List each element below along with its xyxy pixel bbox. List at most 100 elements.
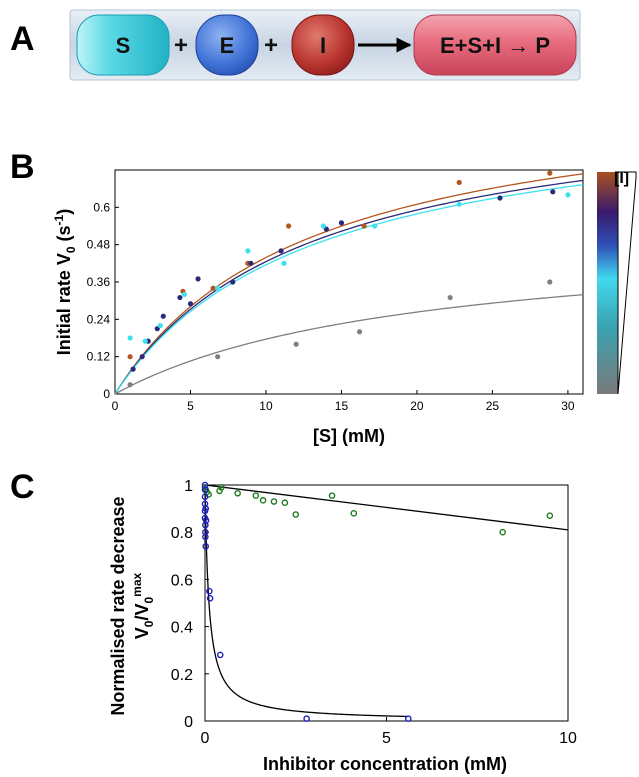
- chart-b-ytick-label: 0.36: [87, 275, 111, 289]
- panel-c-letter: C: [10, 468, 35, 506]
- chart-c-point-s1: [201, 486, 209, 494]
- chart-b-point-s3: [447, 294, 453, 301]
- chart-b-xtick-label: 15: [335, 399, 349, 413]
- chart-b-point-s1: [139, 354, 145, 360]
- chart-b-ytick-label: 0.6: [93, 200, 110, 214]
- chart-c-xtick-label: 0: [201, 730, 210, 747]
- chart-b-point-s1: [338, 220, 345, 226]
- chart-b-ytick-label: 0.24: [87, 312, 111, 326]
- chart-b-point-s3: [547, 279, 553, 285]
- chart-c-point-s1: [202, 543, 210, 550]
- reactant-i-pill: I: [291, 14, 355, 76]
- chart-b-ytick-label: 0.12: [87, 350, 111, 364]
- chart-b-point-s1: [248, 260, 254, 266]
- chart-c-ytick-label: 0.8: [171, 525, 193, 542]
- chart-c-fit-curve-0: [204, 484, 569, 531]
- chart-b-xtick-label: 0: [112, 399, 119, 413]
- chart-c-ylabel-line1: Normalised rate decrease: [108, 496, 128, 715]
- panel-a-letter: A: [10, 20, 35, 58]
- inhibitor-colorbar: [I]: [597, 170, 637, 395]
- chart-c-points: [201, 481, 554, 722]
- chart-c-point-s1: [206, 594, 214, 602]
- chart-c-point-s1: [201, 493, 209, 501]
- reactant-i-label: I: [320, 33, 326, 58]
- chart-b-point-s1: [230, 279, 236, 285]
- chart-b-fit-curve-2: [114, 184, 584, 395]
- chart-b-ticks: 0 5 10 15 20 25 30 0 0.12 0.24 0.36 0.48 0.6: [87, 200, 575, 413]
- product-pill: E+S+I → P: [413, 14, 577, 76]
- chart-b-xtick-label: 10: [259, 399, 273, 413]
- chart-b-point-s2: [245, 248, 251, 254]
- chart-c-point-s0: [292, 511, 300, 518]
- chart-c: 0 5 10 0 0.2 0.4 0.6 0.8 1 Inhibitor concentrati…: [108, 478, 577, 774]
- product-label: E+S+I → P: [440, 33, 550, 58]
- chart-c-point-s1: [216, 651, 224, 659]
- reactant-e-label: E: [220, 33, 235, 58]
- chart-b-point-s3: [356, 329, 363, 335]
- chart-c-ytick-label: 0: [184, 714, 193, 731]
- panel-b-letter: B: [10, 148, 35, 186]
- chart-c-point-s0: [234, 489, 241, 497]
- reactant-s-label: S: [116, 33, 131, 58]
- chart-c-ytick-label: 0.2: [171, 667, 193, 684]
- chart-c-ylabel-line2: V0/V0max: [130, 572, 156, 639]
- chart-b-points: [127, 170, 571, 388]
- chart-c-ytick-label: 0.6: [171, 572, 193, 589]
- colorbar-gradient: [597, 172, 618, 394]
- chart-b-point-s2: [372, 223, 378, 229]
- reactant-e-pill: E: [195, 14, 259, 76]
- chart-b-point-s1: [550, 189, 556, 195]
- chart-c-xtick-label: 10: [559, 730, 577, 747]
- chart-b-point-s1: [497, 195, 503, 201]
- chart-c-point-s1: [202, 533, 209, 541]
- colorbar-label: [I]: [614, 170, 629, 187]
- chart-b-fit-curve-3: [114, 294, 584, 395]
- chart-c-point-s0: [252, 492, 260, 499]
- chart-b-point-s2: [320, 223, 326, 229]
- chart-c-xtick-label: 5: [382, 730, 391, 747]
- chart-c-point-s0: [281, 499, 289, 507]
- chart-b-point-s0: [210, 285, 216, 291]
- chart-b-point-s2: [157, 322, 163, 329]
- chart-c-plot-area: [204, 484, 569, 722]
- chart-c-point-s1: [404, 715, 412, 722]
- chart-b-xlabel: [S] (mM): [313, 426, 385, 446]
- chart-c-point-s0: [270, 498, 278, 505]
- chart-b-xtick-label: 30: [561, 399, 575, 413]
- chart-b-ytick-label: 0: [103, 387, 110, 401]
- chart-b-point-s2: [281, 260, 287, 266]
- chart-b-point-s0: [361, 223, 367, 229]
- chart-b-ylabel: Initial rate V0 (s-1): [52, 209, 78, 355]
- chart-b-point-s2: [456, 201, 462, 207]
- plus-sign-1: +: [174, 32, 188, 59]
- chart-b-fit-curves: [114, 173, 584, 395]
- chart-c-fit-curves: [204, 484, 569, 718]
- chart-b-point-s2: [181, 291, 188, 298]
- chart-b-plot-area: [114, 169, 584, 395]
- chart-b-fit-curve-0: [114, 173, 584, 395]
- chart-b-point-s0: [127, 354, 133, 360]
- chart-c-point-s0: [259, 497, 267, 504]
- chart-b-point-s3: [293, 341, 299, 347]
- chart-b-point-s3: [215, 354, 221, 360]
- chart-c-point-s0: [328, 492, 336, 499]
- chart-b: 0 5 10 15 20 25 30 0 0.12 0.24 0.36 0.48 0.6 [S] (mM…: [52, 169, 584, 446]
- chart-c-point-s1: [202, 517, 210, 524]
- chart-b-ytick-label: 0.48: [87, 238, 111, 252]
- chart-c-point-s1: [202, 505, 210, 512]
- chart-b-fit-curve-1: [114, 179, 584, 395]
- chart-c-point-s0: [546, 512, 554, 519]
- colorbar-wedge: [617, 171, 637, 395]
- chart-b-point-s0: [547, 170, 553, 176]
- chart-c-ytick-label: 0.4: [171, 620, 193, 637]
- chart-b-point-s0: [286, 223, 292, 229]
- chart-b-point-s3: [127, 382, 133, 388]
- chart-b-point-s2: [565, 192, 571, 198]
- chart-c-point-s0: [218, 484, 225, 491]
- chart-b-point-s2: [215, 285, 221, 291]
- chart-b-point-s0: [456, 179, 462, 186]
- chart-c-ticks: 0 5 10 0 0.2 0.4 0.6 0.8 1: [171, 478, 577, 747]
- plus-sign-2: +: [264, 32, 278, 59]
- chart-b-xtick-label: 5: [187, 399, 194, 413]
- chart-b-point-s1: [130, 366, 136, 372]
